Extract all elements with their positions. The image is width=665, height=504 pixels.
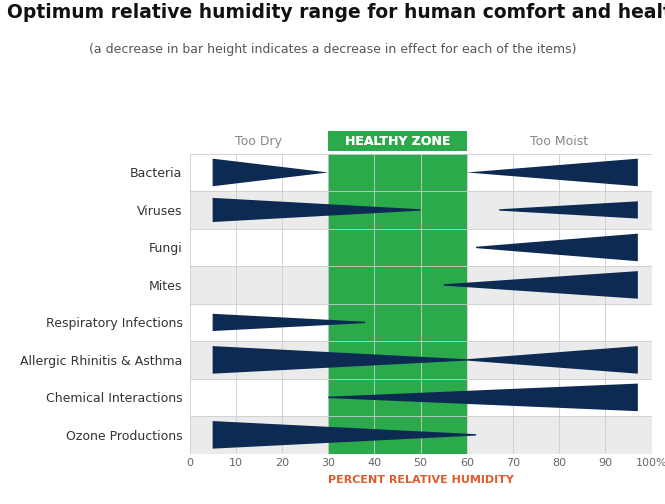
Polygon shape	[213, 314, 365, 331]
Bar	[190, 341, 652, 379]
Text: HEALTHY ZONE: HEALTHY ZONE	[345, 135, 450, 148]
Polygon shape	[213, 346, 467, 373]
Polygon shape	[467, 346, 638, 373]
Polygon shape	[499, 201, 638, 219]
Bar	[190, 266, 652, 303]
Text: Too Dry: Too Dry	[235, 135, 283, 148]
Polygon shape	[328, 384, 638, 411]
Polygon shape	[213, 159, 328, 186]
Polygon shape	[476, 234, 638, 261]
Text: Too Moist: Too Moist	[530, 135, 589, 148]
Polygon shape	[213, 198, 420, 222]
Bar	[328, 154, 467, 454]
Bar	[190, 416, 652, 454]
Polygon shape	[213, 421, 476, 449]
Bar	[190, 154, 652, 191]
Text: (a decrease in bar height indicates a decrease in effect for each of the items): (a decrease in bar height indicates a de…	[88, 43, 577, 56]
Bar	[190, 229, 652, 266]
Bar	[190, 379, 652, 416]
Polygon shape	[444, 271, 638, 299]
Text: HEALTHY ZONE: HEALTHY ZONE	[345, 135, 450, 148]
Bar	[190, 191, 652, 229]
X-axis label: PERCENT RELATIVE HUMIDITY: PERCENT RELATIVE HUMIDITY	[328, 475, 513, 485]
Text: Optimum relative humidity range for human comfort and health: Optimum relative humidity range for huma…	[7, 3, 665, 22]
Polygon shape	[467, 159, 638, 186]
Bar	[190, 303, 652, 341]
